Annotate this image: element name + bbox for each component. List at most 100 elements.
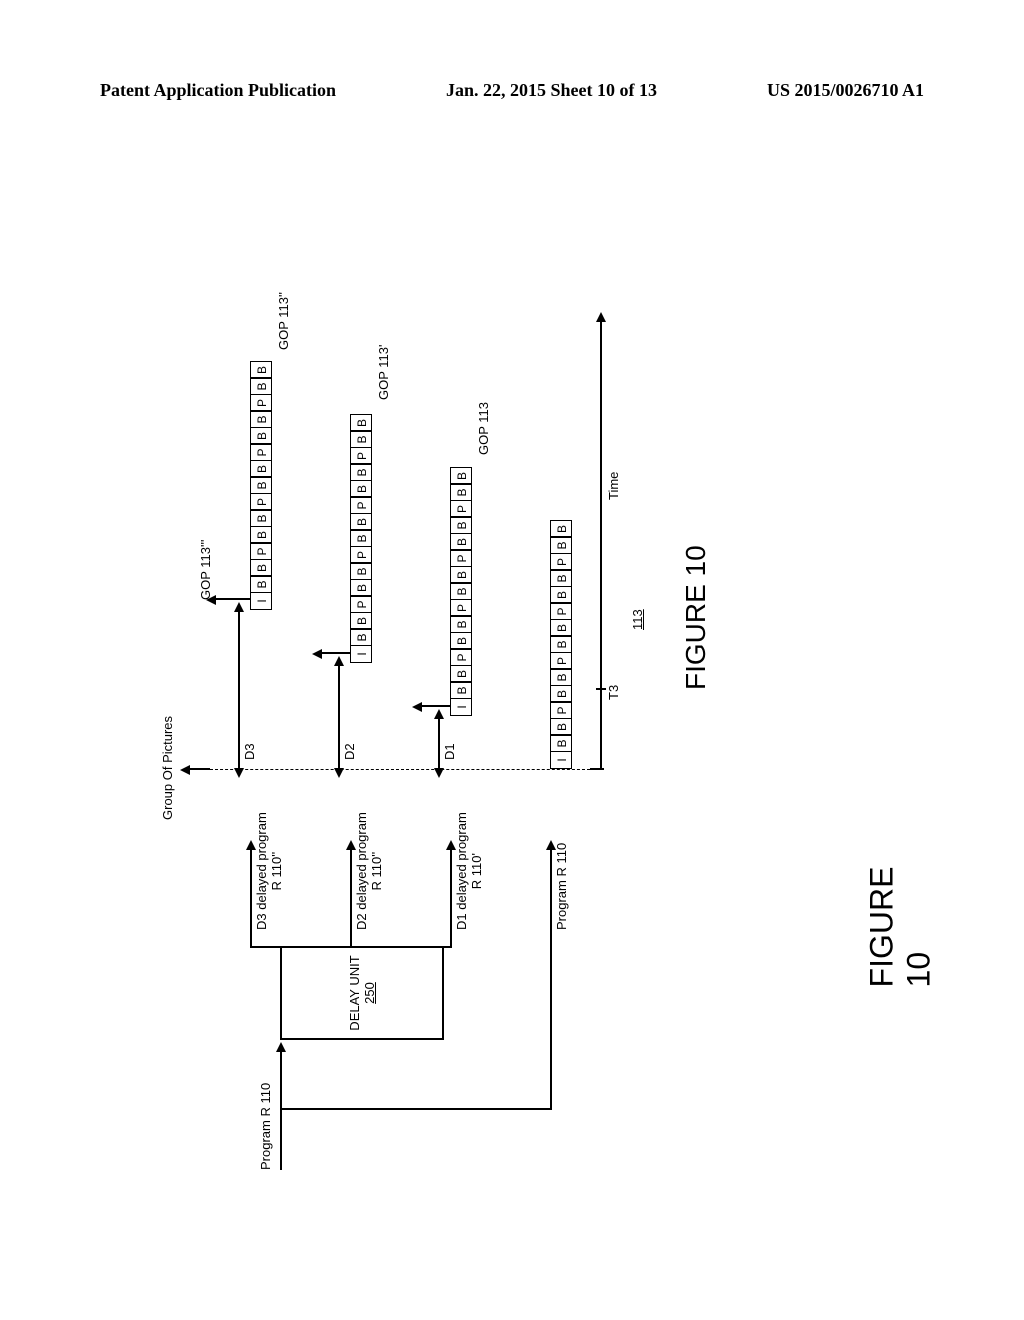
gop-cell: B <box>550 570 572 588</box>
d1-output-label: D1 delayed program R 110' <box>454 812 484 930</box>
gop-cell: B <box>450 517 472 535</box>
prog-line <box>550 848 552 1110</box>
gop-cell: P <box>250 493 272 511</box>
d3-riser <box>250 946 282 948</box>
gop-cell: P <box>250 543 272 561</box>
gop-cell: B <box>250 460 272 478</box>
prog-drop <box>282 1108 550 1110</box>
d2-line <box>350 848 352 948</box>
gop-cell: B <box>550 636 572 654</box>
time-axis-origin-tick <box>590 768 604 770</box>
d2-delay-label: D2 <box>342 743 357 760</box>
gop-cell: B <box>250 477 272 495</box>
program-input-label: Program R 110 <box>258 1083 273 1170</box>
gop-cell: I <box>250 592 272 610</box>
gop-cell: P <box>250 394 272 412</box>
gop-cell: B <box>450 682 472 700</box>
diagram: Group Of Pictures Program R 110 DELAY UN… <box>150 190 870 1190</box>
gop-cell: B <box>250 411 272 429</box>
figure-caption-outer: FIGURE 10 <box>863 867 937 988</box>
gop-cell: B <box>250 427 272 445</box>
d3-delay-right-arrow-icon <box>234 602 244 612</box>
gop-cell: B <box>350 431 372 449</box>
gop-cell: B <box>250 378 272 396</box>
d3-output-label: D3 delayed program R 110'' <box>254 812 284 930</box>
gop-113-1-side-label: GOP 113 <box>476 402 491 455</box>
gop-113-2-side-label: GOP 113' <box>376 345 391 400</box>
gop-cell: P <box>450 500 472 518</box>
gop-d3-up-line <box>214 598 250 600</box>
gop-cell: P <box>550 652 572 670</box>
gop-d1-up-arrow-icon <box>412 702 422 712</box>
gop-d3-up-arrow-icon <box>206 595 216 605</box>
gop-113-3-side-label: GOP 113'' <box>276 292 291 350</box>
gop-cell: B <box>250 510 272 528</box>
gop-cell: B <box>550 586 572 604</box>
gop-cell: B <box>350 579 372 597</box>
input-line <box>280 1050 282 1170</box>
gop-cell: B <box>550 735 572 753</box>
d2-delay-right-arrow-icon <box>334 656 344 666</box>
time-tick-label: T3 <box>606 685 621 700</box>
gop-cell: B <box>350 563 372 581</box>
header-center: Jan. 22, 2015 Sheet 10 of 13 <box>446 80 657 101</box>
gop-cell: B <box>550 537 572 555</box>
y-axis-arrow-icon <box>180 765 190 775</box>
gop-cell: B <box>350 629 372 647</box>
d3-line <box>250 848 252 948</box>
d1-line <box>450 848 452 948</box>
gop-cell: B <box>350 414 372 432</box>
gop-cell: B <box>250 559 272 577</box>
gop-cell: B <box>550 669 572 687</box>
gop-cell: B <box>450 583 472 601</box>
gop-cell: P <box>550 553 572 571</box>
figure-area: Group Of Pictures Program R 110 DELAY UN… <box>100 140 924 1240</box>
gop-d1-up-line <box>420 705 450 707</box>
gop-cell: B <box>450 632 472 650</box>
gop-cell: B <box>350 480 372 498</box>
d3-delay-label: D3 <box>242 743 257 760</box>
y-axis <box>190 768 210 770</box>
gop-cell: P <box>350 546 372 564</box>
d3-delay-left-arrow-icon <box>234 768 244 778</box>
figure-caption-inner: FIGURE 10 <box>680 545 712 690</box>
delay-unit-number: 250 <box>362 948 377 1038</box>
gop-cell: B <box>350 530 372 548</box>
gop-cell: B <box>250 576 272 594</box>
gop-cell: B <box>450 467 472 485</box>
d1-delay-label: D1 <box>442 743 457 760</box>
page-header: Patent Application Publication Jan. 22, … <box>0 80 1024 101</box>
gop-d2-up-arrow-icon <box>312 649 322 659</box>
gop-cell: B <box>350 513 372 531</box>
gop-cell: P <box>550 603 572 621</box>
gop-cell: B <box>450 616 472 634</box>
gop-cell: P <box>450 599 472 617</box>
time-axis-arrow-icon <box>596 312 606 322</box>
d1-delay-span <box>438 717 440 770</box>
gop-cell: I <box>350 645 372 663</box>
gop-cell: B <box>250 361 272 379</box>
gop-cell: B <box>550 520 572 538</box>
gop-row-d2: IBBPBBPBBPBBPBB <box>350 414 372 663</box>
gop-cell: I <box>450 698 472 716</box>
delay-unit-box: DELAY UNIT 250 <box>280 946 444 1040</box>
time-axis <box>600 320 602 770</box>
time-axis-label: Time <box>606 472 621 500</box>
gop-d2-up-line <box>320 652 350 654</box>
dotted-origin-line <box>210 769 590 770</box>
gop-row-program: IBBPBBPBBPBBPBB <box>550 520 572 769</box>
gop-cell: P <box>350 596 372 614</box>
gop-cell: B <box>550 685 572 703</box>
gop-cell: B <box>450 665 472 683</box>
gop-row-d1: IBBPBBPBBPBBPBB <box>450 467 472 716</box>
gop-cell: P <box>350 447 372 465</box>
d1-delay-right-arrow-icon <box>434 709 444 719</box>
gop-cell: B <box>550 718 572 736</box>
delay-unit-label: DELAY UNIT <box>347 948 362 1038</box>
prog-output-label: Program R 110 <box>554 843 569 930</box>
y-axis-label: Group Of Pictures <box>160 716 175 820</box>
gop-row-d3: IBBPBBPBBPBBPBB <box>250 361 272 610</box>
gop-113-3-top-label: GOP 113''' <box>198 540 213 600</box>
gop-cell: P <box>450 550 472 568</box>
d2-output-label: D2 delayed program R 110'' <box>354 812 384 930</box>
